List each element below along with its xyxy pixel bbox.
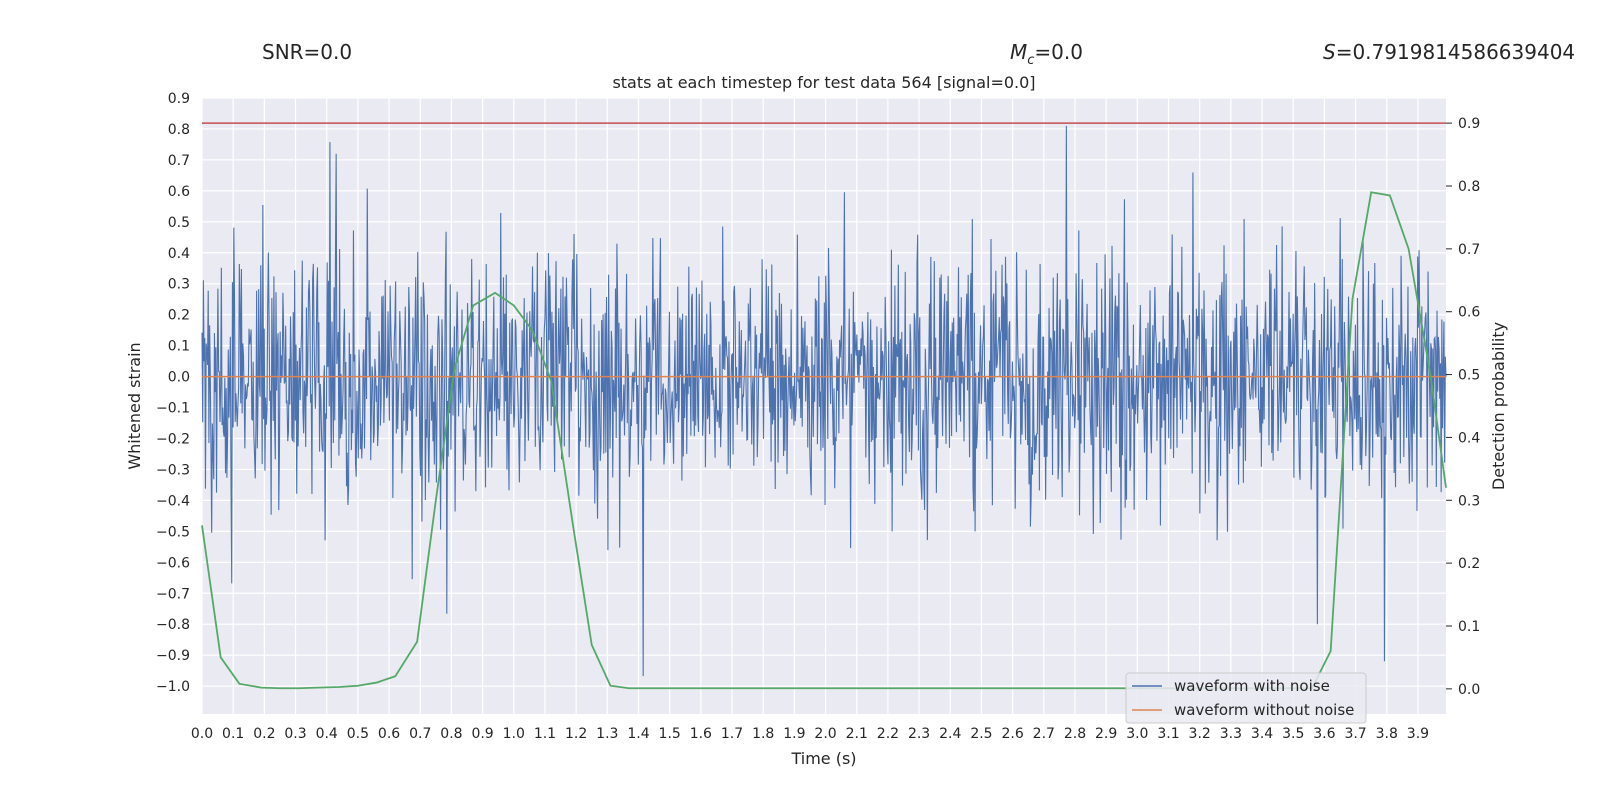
y2-axis-label: Detection probability [1489,322,1508,490]
legend-label-noise: waveform with noise [1174,677,1330,695]
x-tick-label: 3.3 [1220,726,1242,742]
x-tick-label: 3.2 [1189,726,1211,742]
x-tick-label: 0.7 [409,726,431,742]
y2-tick-label: 0.4 [1458,430,1480,446]
score-annotation: S=0.7919814586639404 [1323,40,1576,64]
x-tick-label: 0.3 [284,726,306,742]
x-tick-label: 0.1 [222,726,244,742]
y-tick-label: −0.9 [156,648,190,664]
legend-box [1125,672,1367,724]
y-tick-label: −1.0 [156,679,190,695]
x-tick-label: 1.2 [565,726,587,742]
x-tick-label: 2.2 [877,726,899,742]
y-tick-label: 0.8 [168,122,190,138]
y-tick-label: −0.4 [156,493,190,509]
x-tick-label: 1.5 [659,726,681,742]
x-tick-label: 0.8 [440,726,462,742]
x-tick-label: 0.4 [316,726,338,742]
y2-tick-label: 0.0 [1458,682,1480,698]
chart-title: stats at each timestep for test data 564… [612,73,1035,92]
x-tick-label: 3.6 [1313,726,1335,742]
y-tick-label: 0.0 [168,370,190,386]
y2-tick-label: 0.6 [1458,305,1480,321]
x-tick-label: 1.7 [721,726,743,742]
x-tick-label: 0.2 [253,726,275,742]
snr-annotation: SNR=0.0 [262,40,353,64]
x-tick-label: 3.5 [1282,726,1304,742]
x-axis-label: Time (s) [790,749,856,768]
y2-tick-label: 0.5 [1458,368,1480,384]
x-tick-label: 3.0 [1126,726,1148,742]
y2-tick-labels: 0.9 0.8 0.7 0.6 0.5 0.4 0.3 0.2 0.1 0.0 [1446,116,1480,698]
y2-tick-label: 0.3 [1458,493,1480,509]
y-tick-label: −0.8 [156,617,190,633]
y-tick-label: −0.5 [156,524,190,540]
x-tick-label: 1.8 [752,726,774,742]
y-tick-label: −0.6 [156,555,190,571]
series-detection-probability [201,191,1447,690]
y2-tick-label: 0.2 [1458,556,1480,572]
x-tick-label: 2.9 [1095,726,1117,742]
grid [201,97,1446,714]
x-tick-label: 3.7 [1344,726,1366,742]
y-tick-label: 0.6 [168,184,190,200]
x-tick-labels: 0.0 0.1 0.2 0.3 0.4 0.5 0.6 0.7 0.8 0.9 1.0 1.1 1.2 1… [191,726,1429,742]
x-tick-label: 2.7 [1033,726,1055,742]
y-tick-labels: 0.9 0.8 0.7 0.6 0.5 0.4 0.3 0.2 0.1 0.0 −0.1 −0.2 −0… [156,91,190,695]
legend: waveform with noise waveform without noi… [1125,672,1367,724]
chirp-mass-annotation: Mc=0.0 [1010,40,1083,68]
y-tick-label: −0.7 [156,586,190,602]
y2-tick-label: 0.9 [1458,116,1480,132]
x-tick-label: 1.1 [534,726,556,742]
x-tick-label: 0.0 [191,726,213,742]
y2-tick-label: 0.1 [1458,619,1480,635]
x-tick-label: 1.4 [627,726,649,742]
y-tick-label: 0.4 [168,246,190,262]
x-tick-label: 3.8 [1376,726,1398,742]
x-tick-label: 0.5 [347,726,369,742]
x-tick-label: 2.3 [908,726,930,742]
y2-tick-label: 0.7 [1458,242,1480,258]
x-tick-label: 1.0 [503,726,525,742]
y-tick-label: 0.3 [168,277,190,293]
series-waveform-with-noise [201,125,1447,677]
x-tick-label: 2.6 [1001,726,1023,742]
x-tick-label: 3.9 [1407,726,1429,742]
x-tick-label: 1.9 [783,726,805,742]
y-tick-label: −0.1 [156,401,190,417]
x-tick-label: 3.1 [1157,726,1179,742]
x-tick-label: 1.6 [690,726,712,742]
x-tick-label: 2.8 [1064,726,1086,742]
legend-label-clean: waveform without noise [1174,701,1354,719]
traces [201,122,1447,690]
y-tick-label: −0.2 [156,432,190,448]
y-tick-label: 0.9 [168,91,190,107]
y-axis-label: Whitened strain [125,342,144,469]
y-tick-label: 0.1 [168,339,190,355]
y-tick-label: 0.7 [168,153,190,169]
y-tick-label: 0.5 [168,215,190,231]
y-tick-label: 0.2 [168,308,190,324]
x-tick-label: 1.3 [596,726,618,742]
x-tick-label: 3.4 [1251,726,1273,742]
y-tick-label: −0.3 [156,462,190,478]
x-tick-label: 0.6 [378,726,400,742]
x-tick-label: 2.0 [814,726,836,742]
x-tick-label: 2.5 [970,726,992,742]
y2-tick-label: 0.8 [1458,179,1480,195]
x-tick-label: 2.4 [939,726,961,742]
x-tick-label: 2.1 [846,726,868,742]
x-tick-label: 0.9 [471,726,493,742]
